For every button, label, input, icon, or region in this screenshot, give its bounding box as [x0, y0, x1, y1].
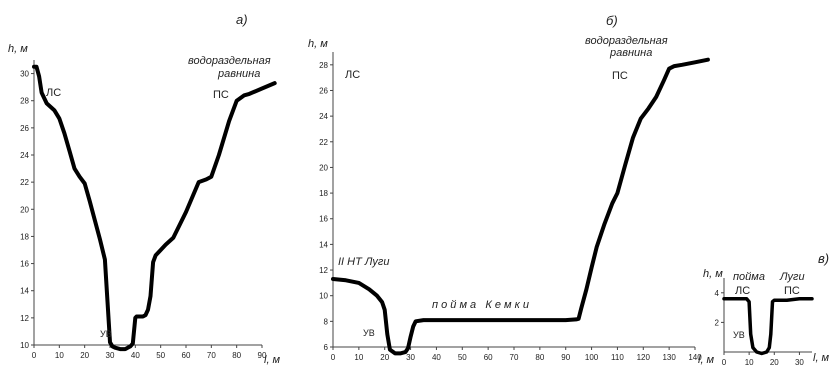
panel-a-ytick-label: 22: [20, 178, 29, 187]
panel-a-plain-2: равнина: [217, 68, 260, 80]
panel-b-xtick-label: 80: [535, 353, 544, 362]
panel-a-xtick-label: 30: [106, 351, 115, 360]
panel-b-right-bank: ПС: [612, 70, 628, 82]
panel-c-ytick-label: 4: [715, 289, 720, 298]
panel-b-ytick-label: 14: [319, 240, 328, 249]
panel-b-xtick-label: 90: [561, 353, 570, 362]
panel-a-right-bank: ПС: [213, 89, 229, 101]
panel-a-ytick-label: 24: [20, 151, 29, 160]
panel-b-ytick-label: 22: [319, 138, 328, 147]
panel-b-xtick-label: 50: [458, 353, 467, 362]
panel-b-xtick-label: 140: [688, 353, 702, 362]
panel-b-xtick-label: 130: [662, 353, 676, 362]
panel-b-left-bank: ЛС: [345, 69, 360, 81]
panel-b-plain-2: равнина: [609, 47, 652, 59]
panel-b-xtick-label: 40: [432, 353, 441, 362]
panel-b-ytick-label: 6: [324, 343, 329, 352]
panel-a-ytick-label: 26: [20, 124, 29, 133]
panel-b-terrace: II НТ Луги: [338, 256, 389, 268]
panel-b-ylabel: h, м: [308, 38, 328, 50]
panel-a-ytick-label: 20: [20, 205, 29, 214]
panel-c-profile-line: [722, 296, 814, 356]
panel-b-label: б): [606, 13, 618, 28]
panel-c-river: Луги: [779, 271, 805, 283]
panel-a-xtick-label: 80: [232, 351, 241, 360]
panel-a-xtick-label: 60: [182, 351, 191, 360]
panel-a-xtick-label: 50: [156, 351, 165, 360]
panel-a-xlabel: l, м: [264, 354, 281, 366]
panel-c-xtick-label: 0: [722, 358, 727, 366]
panel-c-right-bank: ПС: [784, 285, 800, 297]
panel-b-xtick-label: 110: [611, 353, 624, 362]
panel-b-ytick-label: 18: [319, 189, 328, 198]
panel-a-ytick-label: 18: [20, 232, 29, 241]
panel-c-ylabel: h, м: [703, 268, 723, 280]
panel-a-ytick-label: 16: [20, 260, 29, 269]
panel-b-ytick-label: 8: [324, 317, 329, 326]
panel-a-xtick-label: 20: [80, 351, 89, 360]
panel-b-ytick-label: 20: [319, 163, 328, 172]
panel-b-floodplain: п о й м а К е м к и: [432, 299, 529, 311]
panel-c-xtick-label: 30: [795, 358, 804, 366]
panel-b-xtick-label: 60: [484, 353, 493, 362]
panel-a-plain-1: водораздельная: [188, 55, 271, 67]
panel-b-xtick-label: 0: [331, 353, 336, 362]
panel-c-ytick-label: 2: [715, 318, 720, 327]
panel-a-ytick-label: 12: [20, 314, 29, 323]
panel-a-xtick-label: 10: [55, 351, 64, 360]
panel-b-ytick-label: 24: [319, 112, 328, 121]
panel-c-water: УВ: [733, 330, 745, 340]
panel-b-ytick-label: 12: [319, 266, 328, 275]
panel-a-ytick-label: 30: [20, 70, 29, 79]
panel-c-xlabel: l, м: [813, 352, 830, 364]
panel-b-xtick-label: 120: [637, 353, 651, 362]
panel-c-left-bank: ЛС: [735, 285, 750, 297]
panel-b-ytick-label: 28: [319, 61, 328, 70]
panel-a-ytick-label: 14: [20, 287, 29, 296]
panel-a-xtick-label: 40: [131, 351, 140, 360]
panel-b-xtick-label: 30: [406, 353, 415, 362]
panel-a-label: а): [236, 12, 248, 27]
panel-c-floodplain: пойма: [733, 271, 765, 283]
panel-b-xtick-label: 100: [585, 353, 599, 362]
panel-c-label: в): [818, 251, 829, 266]
panel-a-profile-line: [32, 64, 277, 352]
panel-b-xlabel: l, м: [698, 354, 715, 366]
panel-c-xtick-label: 10: [745, 358, 754, 366]
panel-a-ylabel: h, м: [8, 43, 28, 55]
panel-b-ytick-label: 26: [319, 86, 328, 95]
panel-b-ytick-label: 16: [319, 215, 328, 224]
panel-a-xtick-label: 90: [258, 351, 267, 360]
panel-b: 6 8 10 12 14 16 18 20 22 24 26 28 0 10 20 30 40 50 60 70 80 9…: [308, 13, 715, 366]
panel-b-water: УВ: [363, 328, 375, 338]
panel-a-ytick-label: 10: [20, 341, 29, 350]
panel-b-ytick-label: 10: [319, 292, 328, 301]
panel-a-ytick-label: 28: [20, 97, 29, 106]
panel-a-water: УВ: [100, 329, 112, 339]
panel-b-plain-1: водораздельная: [585, 35, 668, 47]
panel-b-xtick-label: 10: [354, 353, 363, 362]
panel-b-xtick-label: 70: [510, 353, 519, 362]
panel-c: 2 4 0 10 20 30 h, м l, м в) ЛС ПС УВ пойма Лу…: [703, 251, 830, 366]
panel-c-xtick-label: 20: [770, 358, 779, 366]
panel-a-xtick-label: 0: [32, 351, 37, 360]
panel-b-xtick-label: 20: [380, 353, 389, 362]
panel-a-xtick-label: 70: [207, 351, 216, 360]
panel-b-profile-line: [331, 57, 710, 356]
panel-a-left-bank: ЛС: [46, 87, 61, 99]
